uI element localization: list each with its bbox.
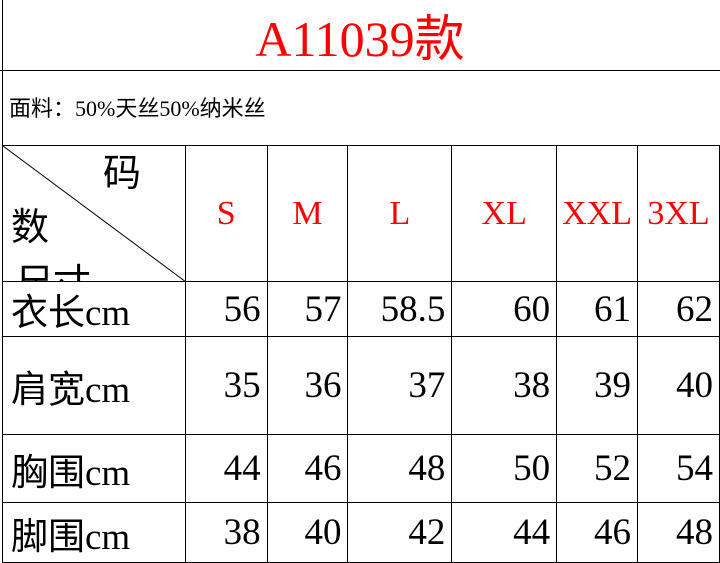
row-label: 衣长cm xyxy=(2,281,186,337)
fabric-info: 面料：50%天丝50%纳米丝 xyxy=(0,70,720,145)
cell: 62 xyxy=(637,281,720,337)
table-row: 肩宽cm 35 36 37 38 39 40 xyxy=(2,336,720,435)
corner-cell: 码 数 尺寸 xyxy=(2,145,186,282)
row-label: 肩宽cm xyxy=(2,336,186,435)
cell: 35 xyxy=(184,336,268,435)
size-header: M xyxy=(266,145,349,282)
cell: 42 xyxy=(347,502,453,563)
table-row: 胸围cm 44 46 48 50 52 54 xyxy=(2,434,720,503)
corner-bottom: 尺寸 xyxy=(15,252,91,281)
cell: 57 xyxy=(266,281,349,337)
diagonal-line xyxy=(3,146,185,281)
size-header: XL xyxy=(451,145,558,282)
cell: 54 xyxy=(637,434,720,503)
corner-mid: 数 xyxy=(11,207,50,249)
cell: 60 xyxy=(451,281,558,337)
cell: 46 xyxy=(556,502,639,563)
cell: 52 xyxy=(556,434,639,503)
cell: 40 xyxy=(637,336,720,435)
cell: 61 xyxy=(556,281,639,337)
header-row: 码 数 尺寸 S M L XL XXL 3XL xyxy=(2,145,720,282)
page-title: A11039款 xyxy=(255,11,465,67)
cell: 37 xyxy=(347,336,453,435)
cell: 38 xyxy=(184,502,268,563)
cell: 46 xyxy=(266,434,349,503)
cell: 44 xyxy=(184,434,268,503)
size-table: 码 数 尺寸 S M L XL XXL 3XL 衣长cm 56 57 58.5 … xyxy=(2,145,720,563)
cell: 44 xyxy=(451,502,558,563)
corner-top: 码 xyxy=(103,153,142,195)
cell: 48 xyxy=(347,434,453,503)
cell: 38 xyxy=(451,336,558,435)
cell: 56 xyxy=(184,281,268,337)
size-header: 3XL xyxy=(637,145,720,282)
cell: 50 xyxy=(451,434,558,503)
size-header: S xyxy=(184,145,268,282)
size-header: L xyxy=(347,145,453,282)
row-label: 胸围cm xyxy=(2,434,186,503)
cell: 58.5 xyxy=(347,281,453,337)
table-row: 脚围cm 38 40 42 44 46 48 xyxy=(2,502,720,563)
cell: 36 xyxy=(266,336,349,435)
table-row: 衣长cm 56 57 58.5 60 61 62 xyxy=(2,281,720,337)
cell: 48 xyxy=(637,502,720,563)
cell: 40 xyxy=(266,502,349,563)
row-label: 脚围cm xyxy=(2,502,186,563)
size-header: XXL xyxy=(556,145,639,282)
cell: 39 xyxy=(556,336,639,435)
